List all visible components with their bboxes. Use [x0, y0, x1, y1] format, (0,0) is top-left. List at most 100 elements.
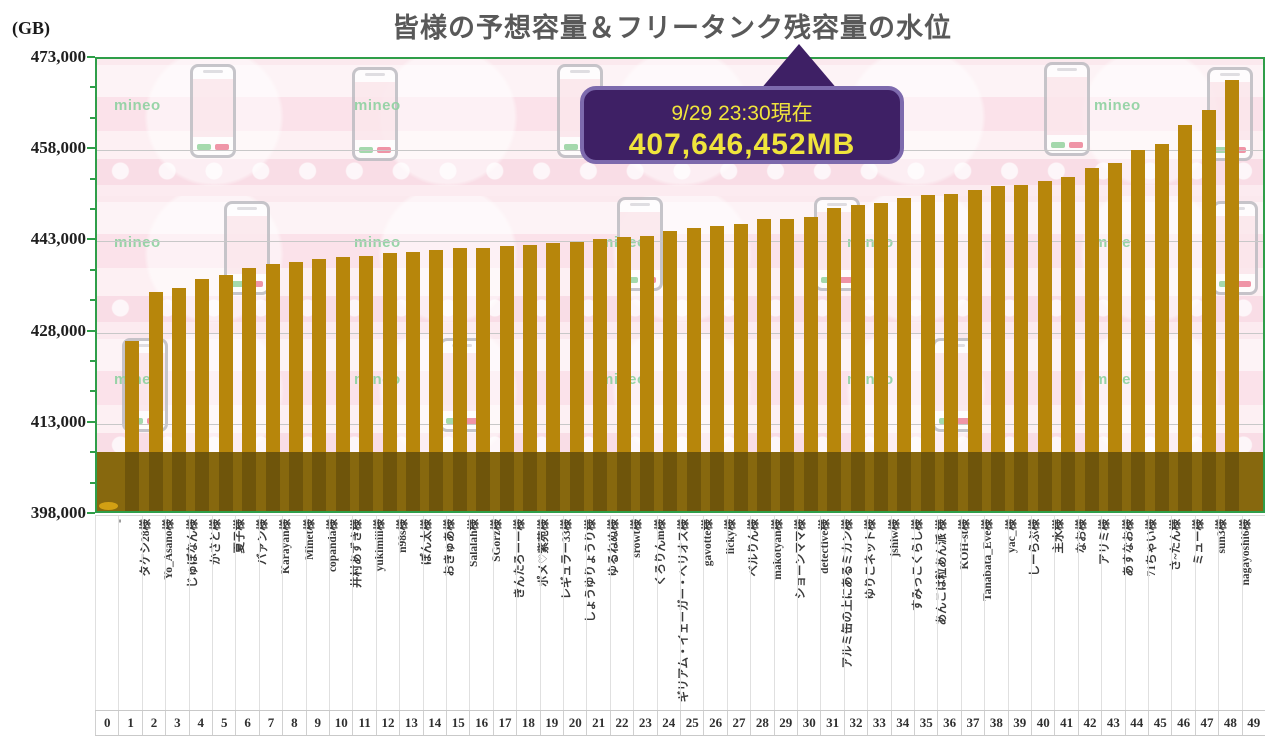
- x-label-cell: しーらぶ様: [1007, 516, 1041, 710]
- bar: [897, 197, 912, 511]
- bar: [593, 239, 608, 511]
- y-minor-tick: [90, 451, 95, 454]
- x-index-label: 12: [375, 711, 399, 735]
- callout-value: 407,646,452MB: [628, 128, 856, 161]
- bar-in-band: [990, 452, 1005, 511]
- x-label-cell: レギュラー33様: [539, 516, 573, 710]
- x-index-label: 43: [1101, 711, 1124, 735]
- bar-in-band: [780, 452, 795, 511]
- x-index-label: 41: [1054, 711, 1077, 735]
- x-index-label: 30: [797, 711, 820, 735]
- x-axis-index-row: 0 1 2 3 4 5 6 7 8 9 10 11 12 13 14 15 16 17 18 19 20 21 22 23 24…: [95, 710, 1265, 736]
- x-axis-category-labels: - タケシ28様 Yo_Asano様 じゅぼなん様 かさと様 夏子様 バァン様 Karayan…: [95, 515, 1265, 710]
- bar-in-band: [663, 452, 678, 511]
- x-index-label: 39: [1007, 711, 1031, 735]
- x-index-label: 9: [305, 711, 329, 735]
- bar-in-band: [850, 452, 865, 511]
- x-label-cell: licky様: [703, 516, 737, 710]
- x-label-cell: ベルりん様: [726, 516, 760, 710]
- x-index-label: 7: [258, 711, 282, 735]
- x-index-label: 44: [1124, 711, 1148, 735]
- bar: [546, 243, 561, 511]
- x-index-label: 21: [586, 711, 609, 735]
- x-index-label: 5: [212, 711, 235, 735]
- bar-in-band: [639, 452, 654, 511]
- x-label-cell: Salalah様: [446, 516, 480, 710]
- mineo-watermark: mineo: [114, 234, 161, 251]
- bar-in-band: [335, 452, 350, 511]
- x-index-label: 32: [843, 711, 867, 735]
- x-index-label: 28: [750, 711, 773, 735]
- x-label-cell: じゅぼなん様: [165, 516, 199, 710]
- bar-0-marker: [99, 502, 119, 510]
- bar: [522, 244, 537, 511]
- mineo-watermark: mineo: [354, 97, 401, 114]
- gridline: [97, 332, 1263, 334]
- y-major-tick: [87, 420, 95, 423]
- x-label-cell: makotyan様: [750, 516, 784, 710]
- x-index-label: 40: [1031, 711, 1054, 735]
- bar-in-band: [499, 452, 514, 511]
- bar-in-band: [429, 452, 444, 511]
- y-tick-label: 398,000: [30, 503, 86, 522]
- bar-in-band: [1014, 452, 1029, 511]
- x-label-cell: アルミ缶の上にあるミカン様: [820, 516, 854, 710]
- x-index-label: 19: [539, 711, 563, 735]
- y-major-tick: [87, 56, 95, 58]
- y-minor-tick: [90, 177, 95, 180]
- bar: [499, 245, 514, 511]
- bar: [944, 194, 959, 511]
- bar: [1061, 177, 1076, 511]
- bar: [265, 263, 280, 511]
- bar: [382, 253, 397, 511]
- x-index-label: 23: [633, 711, 656, 735]
- x-index-label: 16: [469, 711, 492, 735]
- bar-in-band: [195, 452, 210, 511]
- bar: [429, 249, 444, 511]
- bar: [780, 218, 795, 511]
- bar-in-band: [1178, 452, 1193, 511]
- x-index-label: 10: [329, 711, 352, 735]
- bar-in-band: [218, 452, 233, 511]
- bar-in-band: [1154, 452, 1169, 511]
- x-label-cell: sun3様: [1194, 516, 1228, 710]
- x-label-cell: きんたろーー様: [492, 516, 526, 710]
- x-label-cell: yukimiii様: [352, 516, 386, 710]
- bar: [1224, 79, 1239, 511]
- x-index-label: 17: [492, 711, 516, 735]
- bar: [476, 247, 491, 511]
- bar-in-band: [125, 452, 140, 511]
- x-label-cell: なお様: [1054, 516, 1088, 710]
- x-label-cell: Minet様: [282, 516, 316, 710]
- callout-pointer: [760, 44, 838, 90]
- bar-in-band: [1061, 452, 1076, 511]
- x-label-cell: Tanabata_Eve様: [960, 516, 994, 710]
- y-minor-tick: [90, 268, 95, 271]
- y-minor-tick: [90, 299, 95, 302]
- bar-in-band: [733, 452, 748, 511]
- current-level-callout: 9/29 23:30現在 407,646,452MB: [580, 86, 904, 164]
- y-minor-tick: [90, 86, 95, 89]
- bar-in-band: [803, 452, 818, 511]
- bar: [920, 195, 935, 511]
- x-index-label: 4: [188, 711, 212, 735]
- bar: [639, 236, 654, 511]
- bar: [1178, 124, 1193, 511]
- bar-in-band: [265, 452, 280, 511]
- x-label-cell: SGorz様: [469, 516, 503, 710]
- bar: [569, 242, 584, 511]
- x-index-label: 34: [890, 711, 914, 735]
- x-label-cell: ミュー様: [1171, 516, 1205, 710]
- x-index-label: 48: [1218, 711, 1241, 735]
- y-major-tick: [87, 238, 95, 241]
- bar: [405, 252, 420, 511]
- bar-in-band: [756, 452, 771, 511]
- bar: [663, 231, 678, 511]
- bar: [1014, 184, 1029, 511]
- y-minor-tick: [90, 208, 95, 210]
- bar-in-band: [710, 452, 725, 511]
- x-label-cell: すみっこくらし様: [890, 516, 924, 710]
- mineo-watermark: mineo: [114, 97, 161, 114]
- bar: [827, 207, 842, 511]
- x-label-cell: アリミ様: [1077, 516, 1111, 710]
